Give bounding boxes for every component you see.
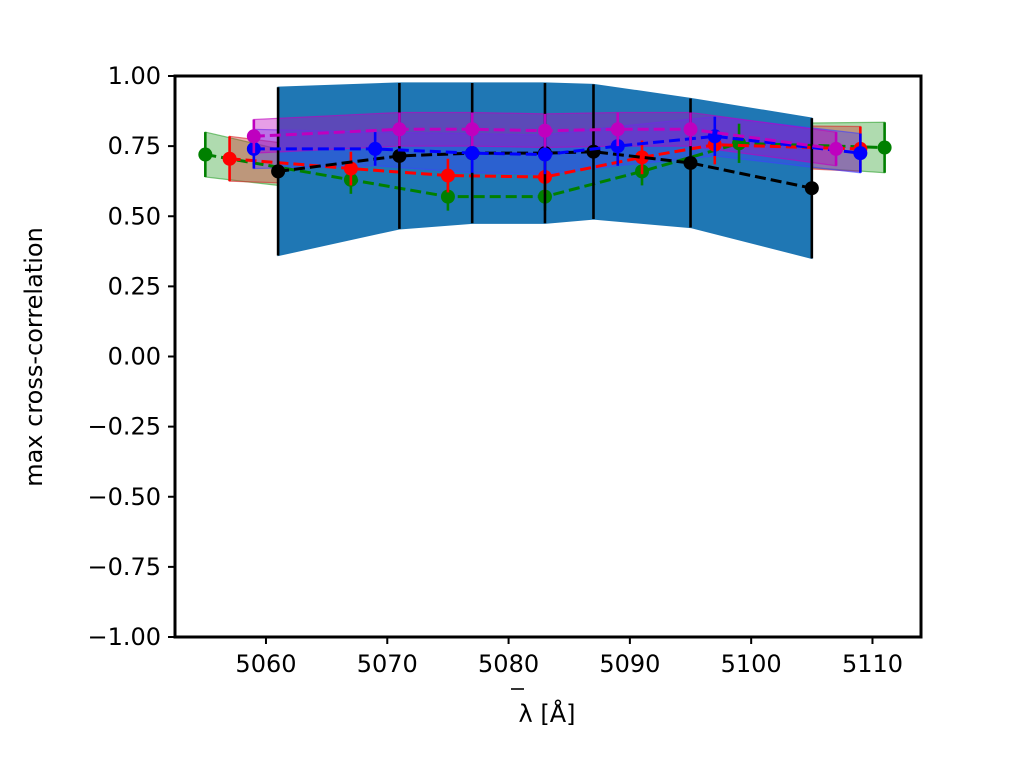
x-tick-label-1: 5070 (357, 650, 418, 678)
series-3-point-3 (537, 147, 552, 162)
series-2-point-0 (271, 164, 286, 179)
series-2-point-4 (586, 144, 601, 159)
series-3-point-1 (368, 141, 383, 156)
y-tick-label-1: 0.75 (108, 132, 161, 160)
series-3-point-2 (465, 146, 480, 161)
series-0-point-2 (440, 189, 455, 204)
y-tick-label-5: −0.25 (87, 413, 161, 441)
x-tick-label-5: 5110 (842, 650, 903, 678)
y-tick-label-8: −1.00 (87, 623, 161, 651)
plot-area (198, 82, 892, 260)
series-4-point-6 (829, 141, 844, 156)
y-tick-label-2: 0.50 (108, 202, 161, 230)
series-4-point-5 (683, 122, 698, 137)
axes: 5060 5070 5080 5090 5100 5110 1.00 0.75 0.50 0.25… (87, 62, 923, 678)
series-0-point-6 (877, 140, 892, 155)
x-axis-label: λ [Å] (519, 699, 576, 728)
y-tick-label-0: 1.00 (108, 62, 161, 90)
series-1-point-1 (343, 161, 358, 176)
series-0-point-0 (198, 147, 213, 162)
series-2-point-5 (683, 155, 698, 170)
x-tick-label-2: 5080 (478, 650, 539, 678)
series-2-point-1 (392, 148, 407, 163)
y-tick-label-3: 0.25 (108, 272, 161, 300)
series-4-point-1 (392, 122, 407, 137)
x-tick-label-0: 5060 (235, 650, 296, 678)
y-tick-label-4: 0.00 (108, 343, 161, 371)
y-axis-label: max cross-correlation (20, 227, 48, 487)
series-3-point-6 (853, 146, 868, 161)
series-1-point-4 (635, 150, 650, 165)
series-4-point-2 (465, 122, 480, 137)
y-tick-label-7: −0.75 (87, 553, 161, 581)
series-4-point-4 (610, 122, 625, 137)
series-4-point-0 (246, 129, 261, 144)
series-2-point-6 (804, 181, 819, 196)
x-tick-label-3: 5090 (599, 650, 660, 678)
x-tick-label-4: 5100 (721, 650, 782, 678)
series-1-point-0 (222, 151, 237, 166)
series-4-point-3 (537, 123, 552, 138)
y-tick-label-6: −0.50 (87, 483, 161, 511)
series-1-point-2 (440, 168, 455, 183)
